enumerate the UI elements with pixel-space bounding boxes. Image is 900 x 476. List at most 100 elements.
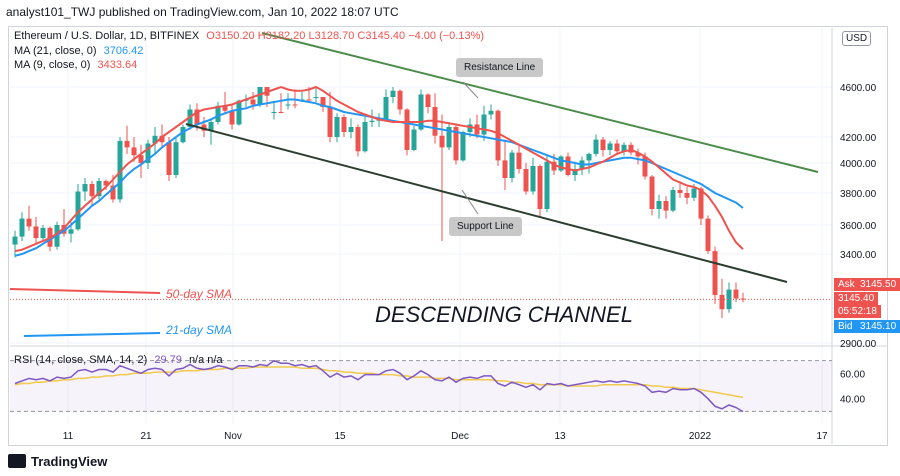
candle-body [103,181,109,186]
candle-body [404,109,410,150]
candle-body [19,218,25,237]
candle-body [684,193,690,198]
time-tick-label: 15 [334,431,346,442]
candle-body [726,289,732,310]
rsi-tick-label: 60.00 [840,369,865,380]
candle-body [621,144,627,152]
legend-change: −4.00 (−0.13%) [408,30,485,42]
candle-body [530,166,536,192]
candle-body [572,169,578,175]
candle-body [229,110,235,125]
candle-body [341,117,347,132]
candle-body [215,105,221,122]
candle-body [222,105,228,111]
candle-body [649,176,655,209]
candle-body [439,135,445,148]
candle-body [593,139,599,154]
candle-body [355,127,361,152]
candle-body [607,143,613,150]
sma50-marker-line [9,288,161,294]
candle-body [698,188,704,219]
legend-rsi-row: RSI (14, close, SMA, 14, 2) 29.79 n/a n/… [14,354,223,366]
bid-value: 3145.10 [856,320,900,333]
candle-body [509,152,515,178]
price-tick-label: 2900.00 [840,339,877,350]
rsi-line [14,359,744,413]
legend-ma21-value: 3706.42 [103,45,144,57]
candle-body [474,124,480,135]
ask-label: Ask [834,278,859,291]
candle-body [656,201,662,209]
tradingview-brand: TradingView [31,454,108,469]
candle-body [614,143,620,152]
legend-ma9-label: MA (9, close, 0) [14,59,91,71]
time-tick-label: 17 [816,431,828,442]
candle-body [166,142,172,175]
candle-body [712,251,718,295]
candle-body [705,218,711,252]
candle-body [488,110,494,115]
sma50-label: 50-day SMA [166,287,232,301]
candle-body [586,153,592,161]
candle-body [40,227,46,239]
candle-body [537,166,543,209]
candle-body [117,140,123,200]
footer-bar: TradingView [0,450,900,476]
candle-body [418,94,424,130]
candle-body [145,143,151,163]
bid-label: Bid [834,320,857,333]
candle-body [278,112,284,113]
candle-body [257,87,263,105]
time-tick-label: Nov [224,431,242,442]
price-axis: 4600.00 4200.00 4000.00 3800.00 3600.00 3400.… [840,83,877,350]
candle-body [411,129,417,150]
candle-body [292,104,298,106]
legend-rsi-label: RSI (14, close, SMA, 14, 2) [14,354,148,366]
candle-body [320,97,326,107]
candle-body [12,236,18,245]
price-tick-label: 4600.00 [840,83,877,94]
time-axis: 11 21 Nov 15 Dec 13 2022 17 [63,431,828,442]
candle-body [453,127,459,161]
candle-body [187,109,193,127]
time-tick-label: 11 [63,431,74,442]
legend-ma9-row: MA (9, close, 0) 3433.64 [14,59,137,71]
candle-body [180,127,186,143]
candle-body [201,124,207,131]
candle-body [523,169,529,192]
candle-body [110,185,116,200]
legend-ma21-label: MA (21, close, 0) [14,45,97,57]
candle-body [152,135,158,144]
legend-open: O3150.20 [206,30,255,42]
legend-high: H3182.20 [257,30,306,42]
candle-body [236,100,242,125]
candle-body [82,184,88,192]
descending-channel-label: DESCENDING CHANNEL [375,302,633,327]
rsi-axis: 60.00 40.00 [840,369,865,405]
candle-body [96,181,102,197]
candle-body [390,90,396,97]
time-tick-label: Dec [451,431,469,442]
candle-body [271,112,277,113]
candle-body [635,152,641,157]
tradingview-logo-icon [8,454,26,468]
candle-body [131,147,137,156]
candle-body [369,120,375,122]
candle-body [138,155,144,163]
candle-body [677,190,683,193]
tradingview-logo[interactable]: TradingView [8,454,107,469]
candle-body [733,289,739,299]
candle-body [495,110,501,161]
last-price: 3145.40 [834,292,879,305]
rsi-tick-label: 40.00 [840,395,865,406]
legend-symbol-row: Ethereum / U.S. Dollar, 1D, BITFINEX O31… [14,30,484,42]
candle-body [691,188,697,198]
candle-body [481,114,487,135]
sma21-marker-line [23,332,161,337]
currency-button[interactable]: USD [842,31,872,46]
candle-body [642,156,648,177]
ask-value: 3145.50 [856,278,900,291]
ma21-line [14,98,744,257]
candle-body [348,127,354,132]
